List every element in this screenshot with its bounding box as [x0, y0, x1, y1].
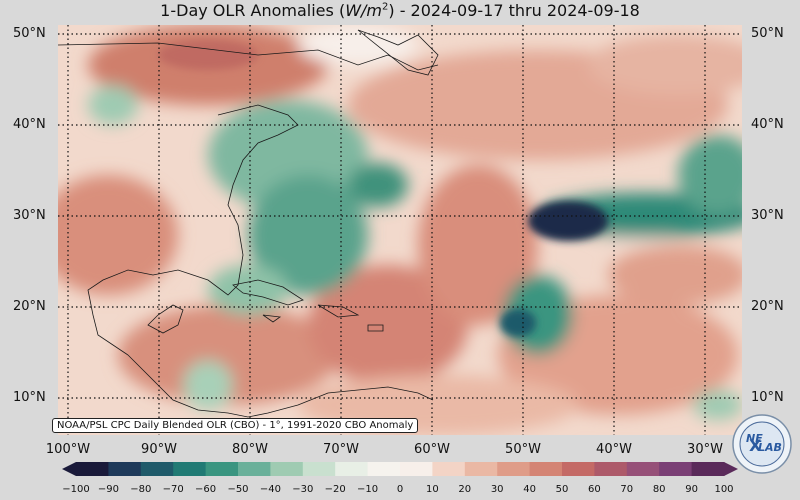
colorbar-segment: [335, 462, 369, 476]
lat-label-20n-right: 20°N: [751, 299, 784, 314]
colorbar-segment: [108, 462, 142, 476]
graticule: [58, 25, 742, 435]
colorbar-segment: [76, 462, 109, 476]
lon-label-90w: 90°W: [141, 442, 177, 457]
colorbar-tick-label: −30: [292, 484, 314, 495]
lon-label-70w: 70°W: [323, 442, 359, 457]
colorbar-segment: [691, 462, 725, 476]
lon-label-60w: 60°W: [414, 442, 450, 457]
colorbar-segment: [497, 462, 531, 476]
colorbar-tick-label: −10: [357, 484, 379, 495]
colorbar-tick-label: 0: [396, 484, 404, 495]
colorbar-tick-label: 40: [523, 484, 536, 495]
colorbar-segment: [238, 462, 271, 476]
colorbar-tick-label: 30: [490, 484, 504, 495]
colorbar-segment: [140, 462, 174, 476]
lon-label-100w: 100°W: [45, 442, 91, 457]
colorbar-segment: [400, 462, 433, 476]
colorbar-segment: [367, 462, 401, 476]
lat-label-10n-right: 10°N: [751, 390, 784, 405]
colorbar-segment: [594, 462, 628, 476]
colorbar-tick-label: −40: [259, 484, 281, 495]
colorbar-segment: [464, 462, 498, 476]
lat-label-50n-right: 50°N: [751, 26, 784, 41]
colorbar-tick-label: 100: [714, 484, 734, 495]
colorbar-segment: [173, 462, 207, 476]
colorbar-tick-label: 50: [555, 484, 569, 495]
map-area: [58, 25, 742, 435]
colorbar-tick-label: −50: [227, 484, 249, 495]
lat-label-20n-left: 20°N: [13, 299, 46, 314]
logo-text-bottom: LAB: [758, 441, 782, 454]
colorbar-tick-label: −100: [62, 484, 90, 495]
colorbar-segment: [529, 462, 563, 476]
colorbar-min-extend: [62, 462, 76, 476]
colorbar-tick-label: 60: [588, 484, 601, 495]
lat-label-40n-right: 40°N: [751, 117, 784, 132]
colorbar-segment: [659, 462, 693, 476]
colorbar-segment: [302, 462, 336, 476]
colorbar-segment: [626, 462, 660, 476]
lon-label-30w: 30°W: [687, 442, 723, 457]
colorbar-segment: [205, 462, 239, 476]
title-prefix: 1-Day OLR Anomalies (: [160, 1, 346, 20]
colorbar-tick-label: 90: [685, 484, 698, 495]
colorbar-tick-label: −60: [195, 484, 217, 495]
colorbar-tick-label: 70: [620, 484, 634, 495]
logo-text-top: NE: [746, 432, 763, 445]
data-source-credit: NOAA/PSL CPC Daily Blended OLR (CBO) - 1…: [52, 418, 419, 433]
colorbar-segment: [562, 462, 595, 476]
strong-anomaly-cores: [158, 40, 608, 337]
colorbar-tick-label: 20: [458, 484, 472, 495]
colorbar-tick-label: −90: [97, 484, 119, 495]
colorbar: [62, 462, 738, 476]
colorbar-tick-label: −20: [324, 484, 346, 495]
map-title: 1-Day OLR Anomalies (W/m2) - 2024-09-17 …: [0, 1, 800, 20]
colorbar-segment: [432, 462, 466, 476]
colorbar-tick-label: 10: [426, 484, 439, 495]
nexlab-logo: NE LAB X: [732, 414, 792, 474]
logo-x-mark: X: [749, 436, 762, 455]
colorbar-max-extend: [724, 462, 738, 476]
lon-label-80w: 80°W: [232, 442, 268, 457]
colorbar-segment: [270, 462, 304, 476]
colorbar-tick-label: −70: [162, 484, 184, 495]
lon-label-50w: 50°W: [505, 442, 541, 457]
title-unit: W/m: [345, 1, 382, 20]
lat-label-30n-left: 30°N: [13, 208, 46, 223]
lon-label-40w: 40°W: [596, 442, 632, 457]
title-suffix: ) - 2024-09-17 thru 2024-09-18: [388, 1, 640, 20]
colorbar-tick-label: 80: [652, 484, 666, 495]
olr-anomaly-field: [58, 25, 742, 435]
lat-label-50n-left: 50°N: [13, 26, 46, 41]
lat-label-10n-left: 10°N: [13, 390, 46, 405]
title-unit-exponent: 2: [381, 1, 389, 13]
colorbar-tick-label: −80: [130, 484, 152, 495]
coastlines: [58, 29, 439, 418]
lat-label-40n-left: 40°N: [13, 117, 46, 132]
lat-label-30n-right: 30°N: [751, 208, 784, 223]
